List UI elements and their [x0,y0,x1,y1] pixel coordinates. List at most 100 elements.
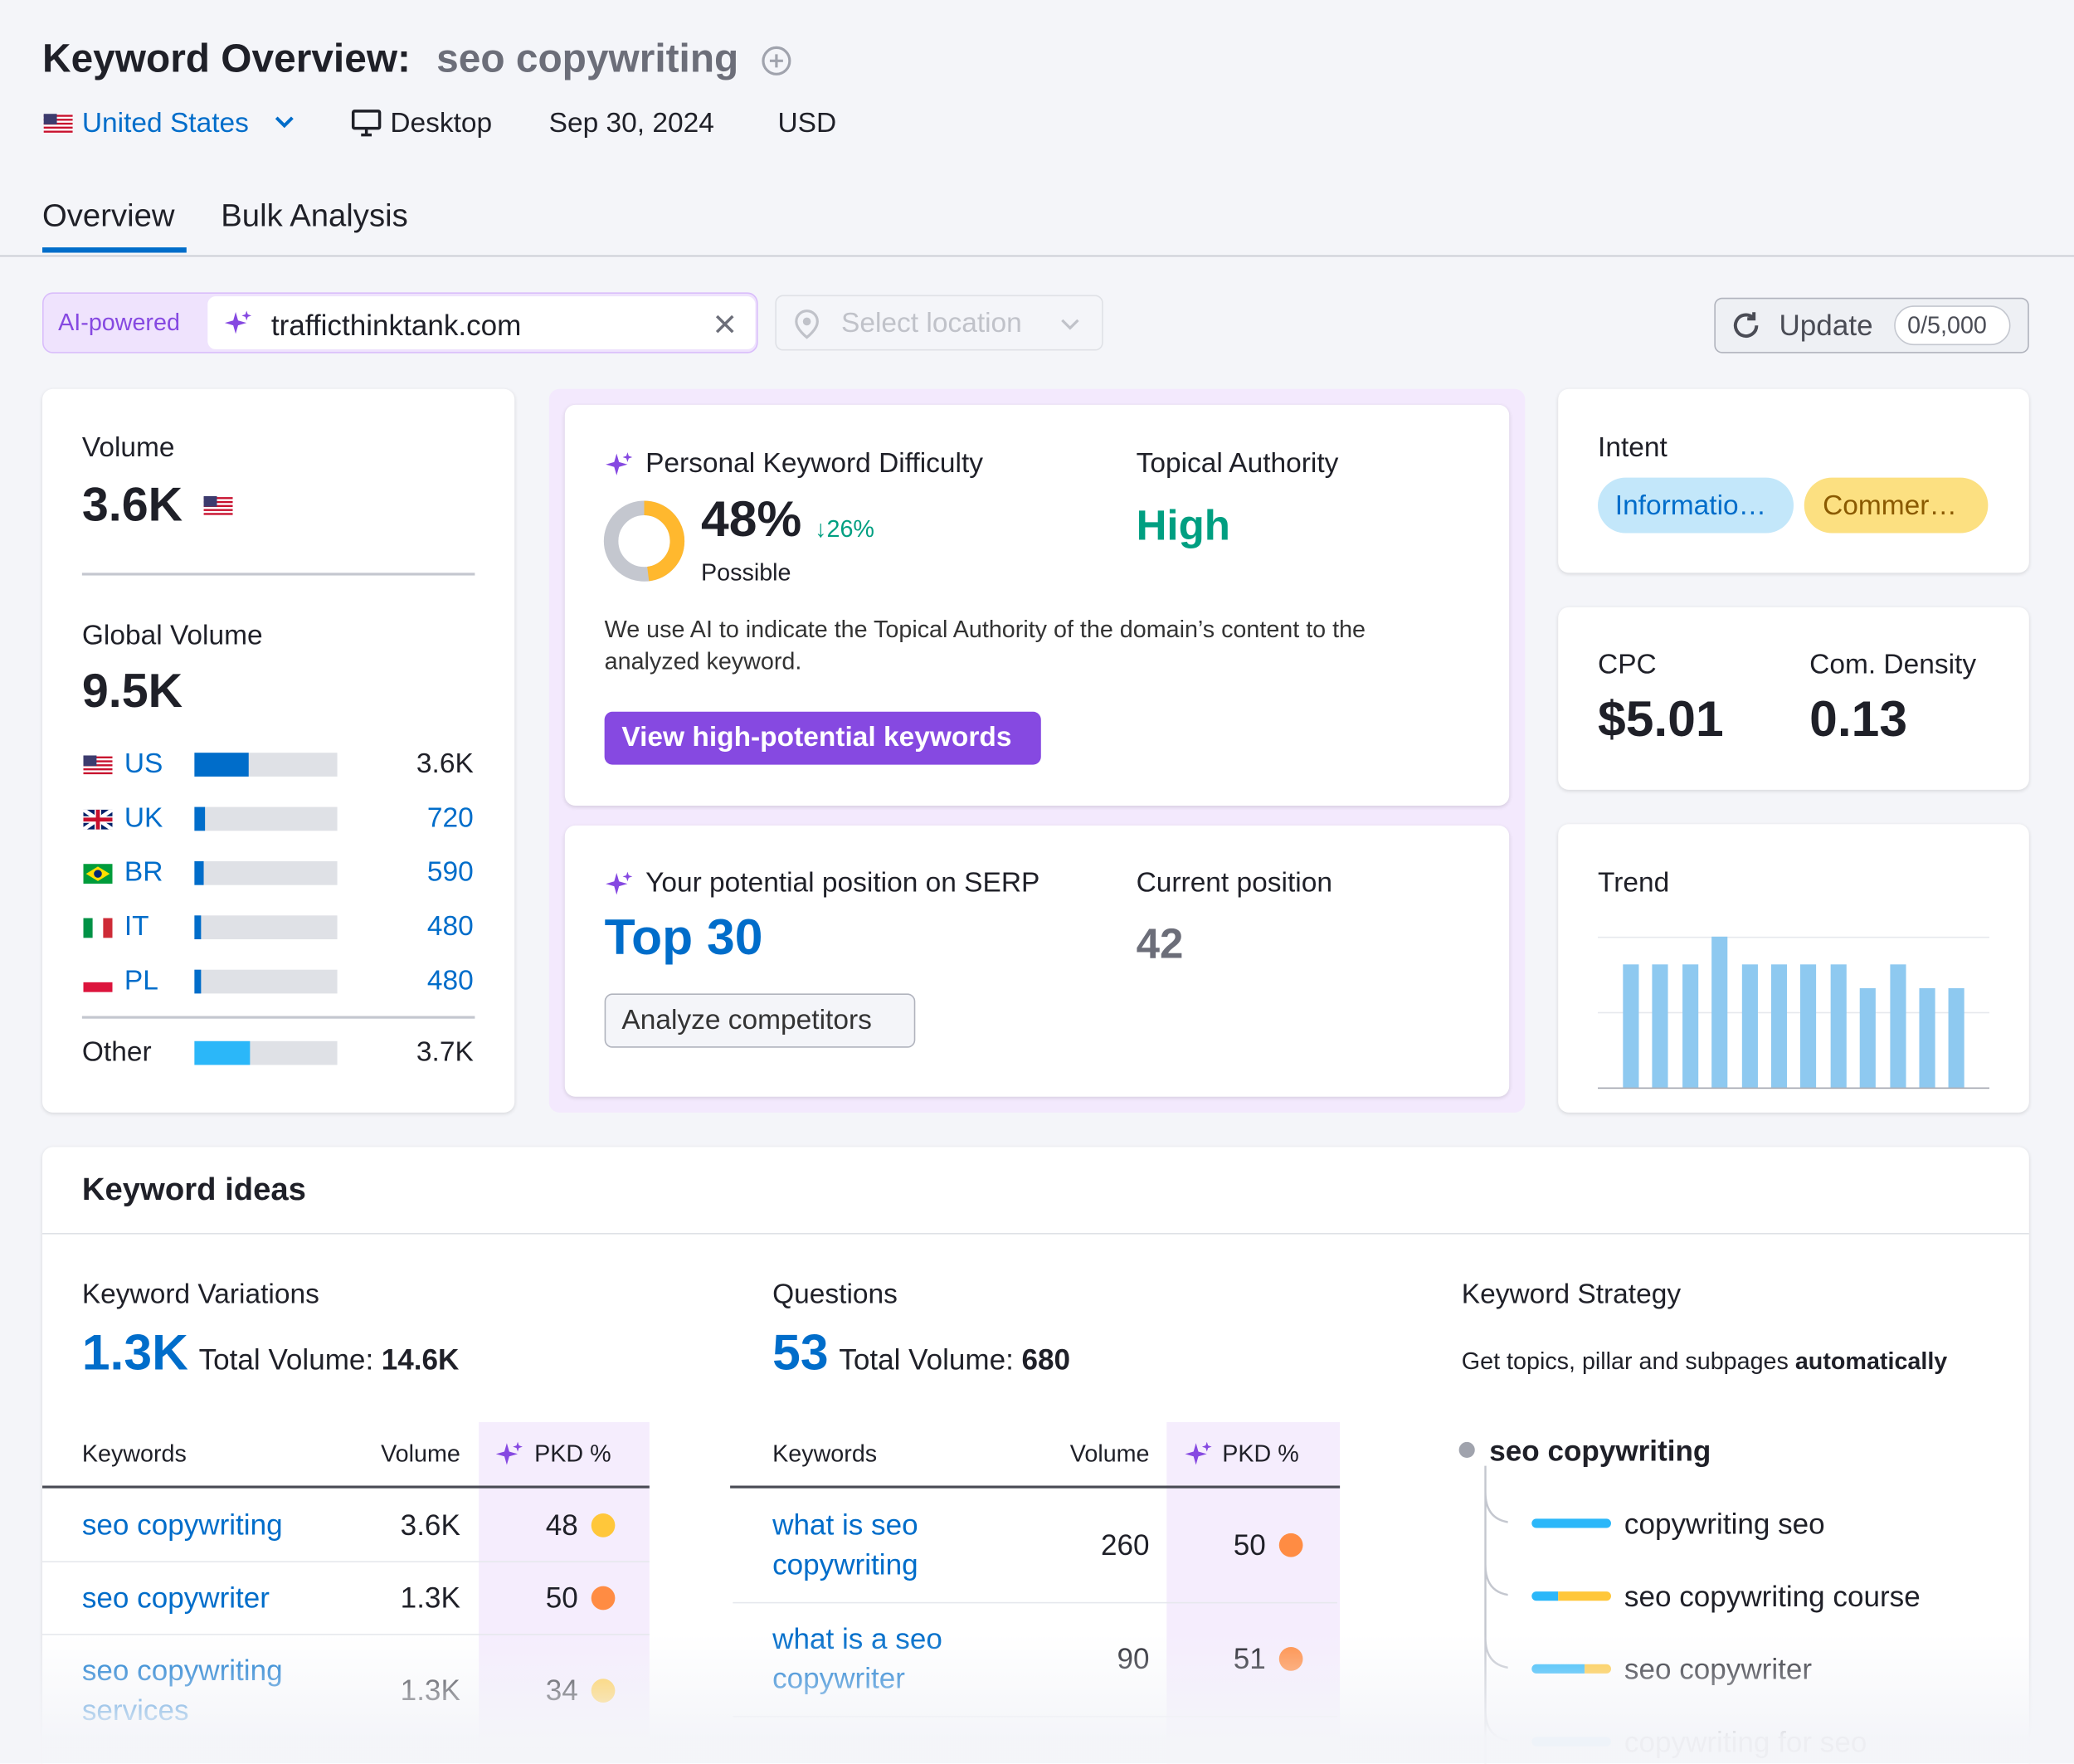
pkd-change: ↓26% [815,515,874,543]
country-code: UK [124,802,163,834]
pkd-button[interactable] [604,711,1041,765]
volume-bar [194,860,204,885]
strategy-bar [1531,1518,1611,1528]
trend-bar [1919,987,1935,1088]
limit: 0/5,000 [1907,311,1987,339]
ta-value: High [1136,501,1230,549]
analyze-button[interactable] [604,993,916,1048]
keyword-volume: 1.3K [400,1580,460,1614]
country-volume: 3.6K [416,748,474,779]
volume-bar [194,753,249,777]
country-volume: 480 [426,965,474,997]
serp-value: Top 30 [604,910,763,967]
strategy-subtitle: Get topics, pillar and subpages automatic… [1462,1347,1947,1377]
serp-card [564,825,1510,1097]
chevron [1061,319,1079,330]
limit-pill [1894,305,2011,346]
spark-icon [605,451,634,480]
subtitle-text: Get topics, pillar and subpages [1461,1347,1789,1375]
tab-divider [0,255,2074,257]
pkd-title: Personal Keyword Difficulty [645,448,984,479]
clear-icon[interactable] [713,312,737,336]
domain-input[interactable] [207,296,756,349]
location-placeholder: Select location [841,308,1022,339]
keyword-volume: 260 [1100,1528,1150,1562]
section-title: Keyword Variations [81,1279,319,1310]
refresh-icon [1733,312,1759,339]
intent-label: Intent [1598,432,1667,463]
global-volume-value: 9.5K [81,663,183,718]
country[interactable]: United States [81,108,249,139]
total-label: Total Volume: [839,1342,1014,1377]
desktop-icon [351,110,382,137]
keyword-volume: 3.6K [400,1508,460,1542]
divider [42,1232,2029,1235]
volume-bar [194,969,202,994]
volume-bar [194,1040,251,1065]
pkd-level: Possible [701,559,791,586]
spark-icon [605,870,634,899]
cpc-label: CPC [1598,649,1657,680]
column-header: Volume [1069,1440,1150,1467]
density-value: 0.13 [1809,692,1908,748]
ta-title: Topical Authority [1136,448,1339,479]
volume-bar [194,915,202,940]
flag-icon [203,495,233,516]
keyword-pkd: 50 [1233,1528,1266,1562]
country-code: IT [124,911,149,943]
chevron[interactable] [272,114,296,132]
country-volume: 720 [426,802,474,834]
divider [81,1016,475,1019]
domain: trafficthinktank.com [270,308,522,342]
strategy-root: seo copywriting [1489,1434,1711,1468]
donut-arc [603,500,685,582]
add-icon[interactable] [761,45,792,76]
row-divider [733,1601,1337,1604]
device: Desktop [390,108,493,139]
subtitle-bold: automatically [1794,1347,1948,1375]
strategy-child: copywriting seo [1624,1507,1825,1541]
bar-track [194,860,338,885]
flag-icon [83,918,113,938]
location-select[interactable] [775,295,1103,351]
total: 680 [1021,1342,1070,1377]
cpc-card [1558,607,2029,790]
grid-line [1598,936,1989,938]
country-volume: 590 [426,856,474,888]
tab[interactable]: Bulk Analysis [221,198,408,235]
trend-bar [1653,963,1669,1088]
pkd-button-label: View high-potential keywords [621,722,1012,753]
spark-icon [494,1440,523,1469]
keyword-link[interactable]: what is seo copywriting [772,1508,918,1581]
tab[interactable]: Overview [42,198,175,235]
country-code: PL [124,965,158,997]
current-title: Current position [1136,867,1332,899]
trend-bar [1682,963,1698,1088]
keyword-link[interactable]: seo copywriting [81,1507,283,1541]
ai-badge: AI-powered [58,309,180,336]
keyword-link[interactable]: seo copywriter [81,1580,270,1614]
column-header: Volume [381,1440,460,1467]
trend-bar [1949,987,1965,1088]
table-header-line [42,1485,650,1489]
column-header: Keywords [81,1440,187,1467]
column-header: PKD % [534,1440,611,1467]
trend-bar [1860,987,1877,1088]
column-header: Keywords [772,1440,878,1467]
page-title: Keyword Overview: [42,37,411,81]
strategy-bar [1531,1591,1559,1601]
volume-label: Volume [81,432,175,463]
date: Sep 30, 2024 [548,108,714,139]
section-title: Keyword Strategy [1461,1279,1682,1310]
trend-bar [1830,963,1847,1088]
pkd-dot [1278,1533,1303,1557]
country-code: BR [124,856,163,888]
trend-bar [1800,963,1817,1088]
flag-icon [83,972,113,992]
trend-label: Trend [1598,867,1670,899]
global-volume-label: Global Volume [81,620,263,651]
ideas-title: Keyword ideas [81,1172,306,1208]
spark-icon [1184,1440,1213,1469]
